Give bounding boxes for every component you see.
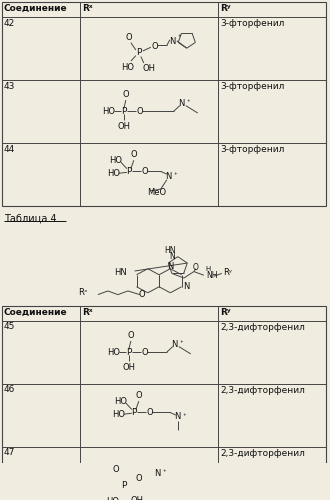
Text: H: H xyxy=(206,266,211,272)
Text: Rʸ: Rʸ xyxy=(223,268,232,277)
Text: 45: 45 xyxy=(4,322,16,332)
Text: O: O xyxy=(136,474,143,482)
Text: HO: HO xyxy=(112,410,125,418)
Text: P: P xyxy=(126,348,132,356)
Text: O: O xyxy=(152,42,158,51)
Text: ⁺: ⁺ xyxy=(183,414,186,420)
Text: 43: 43 xyxy=(4,82,16,90)
Text: Соединение: Соединение xyxy=(4,308,68,316)
Text: ⁺: ⁺ xyxy=(180,341,183,347)
Text: ⁺: ⁺ xyxy=(163,470,167,476)
Text: P: P xyxy=(136,48,142,58)
Bar xyxy=(2,306,326,500)
Text: O: O xyxy=(122,90,129,99)
Text: Rʸ: Rʸ xyxy=(220,4,230,13)
Text: HO: HO xyxy=(107,169,120,178)
Text: 42: 42 xyxy=(4,18,15,28)
Text: OH: OH xyxy=(131,496,144,500)
Text: P: P xyxy=(126,167,132,176)
Text: 3-фторфенил: 3-фторфенил xyxy=(221,146,285,154)
Text: HO: HO xyxy=(102,106,115,116)
Text: O: O xyxy=(136,392,142,400)
Text: Таблица 4: Таблица 4 xyxy=(4,213,57,223)
Text: HO: HO xyxy=(121,63,134,72)
Text: N: N xyxy=(175,412,181,422)
Text: P: P xyxy=(131,408,137,417)
Text: N: N xyxy=(183,282,190,292)
Text: 3-фторфенил: 3-фторфенил xyxy=(221,20,285,28)
Text: MeO: MeO xyxy=(147,188,166,197)
Text: 44: 44 xyxy=(4,144,15,154)
Text: P: P xyxy=(121,106,126,116)
Text: P: P xyxy=(121,481,126,490)
Text: O: O xyxy=(138,290,145,299)
Text: N: N xyxy=(179,100,185,108)
Text: 47: 47 xyxy=(4,448,16,458)
Text: O: O xyxy=(127,331,134,340)
Text: N: N xyxy=(170,37,176,46)
Bar xyxy=(2,2,326,206)
Text: O: O xyxy=(125,32,132,42)
Text: 2,3-дифторфенил: 2,3-дифторфенил xyxy=(221,386,306,396)
Text: O: O xyxy=(137,106,144,116)
Text: O: O xyxy=(113,466,119,474)
Text: HO: HO xyxy=(114,396,127,406)
Text: 46: 46 xyxy=(4,386,16,394)
Text: O: O xyxy=(142,167,148,176)
Text: 2,3-дифторфенил: 2,3-дифторфенил xyxy=(221,324,306,332)
Text: ⁺: ⁺ xyxy=(187,100,190,106)
Text: Rʸ: Rʸ xyxy=(220,308,230,316)
Text: ⁺: ⁺ xyxy=(178,35,182,41)
Text: N: N xyxy=(172,340,178,349)
Text: N: N xyxy=(155,469,161,478)
Text: OH: OH xyxy=(117,122,130,132)
Text: OH: OH xyxy=(122,363,135,372)
Text: ⁺: ⁺ xyxy=(174,174,178,180)
Text: O: O xyxy=(142,348,148,356)
Text: HO: HO xyxy=(109,156,122,165)
Text: N: N xyxy=(167,262,174,272)
Text: Rˣ: Rˣ xyxy=(82,308,92,316)
Text: 3-фторфенил: 3-фторфенил xyxy=(221,82,285,92)
Text: O: O xyxy=(131,150,137,160)
Text: N: N xyxy=(169,252,175,261)
Text: Rˣ: Rˣ xyxy=(78,288,88,298)
Text: 2,3-дифторфенил: 2,3-дифторфенил xyxy=(221,450,306,458)
Text: Rˣ: Rˣ xyxy=(82,4,92,13)
Text: HN: HN xyxy=(114,268,127,278)
Text: NH: NH xyxy=(206,271,217,280)
Text: OH: OH xyxy=(143,64,156,73)
Text: O: O xyxy=(147,408,153,417)
Text: HN: HN xyxy=(164,246,176,255)
Text: N: N xyxy=(166,172,172,180)
Text: HO: HO xyxy=(106,496,119,500)
Text: O: O xyxy=(193,264,199,272)
Text: Соединение: Соединение xyxy=(4,4,68,13)
Text: HO: HO xyxy=(107,348,120,356)
